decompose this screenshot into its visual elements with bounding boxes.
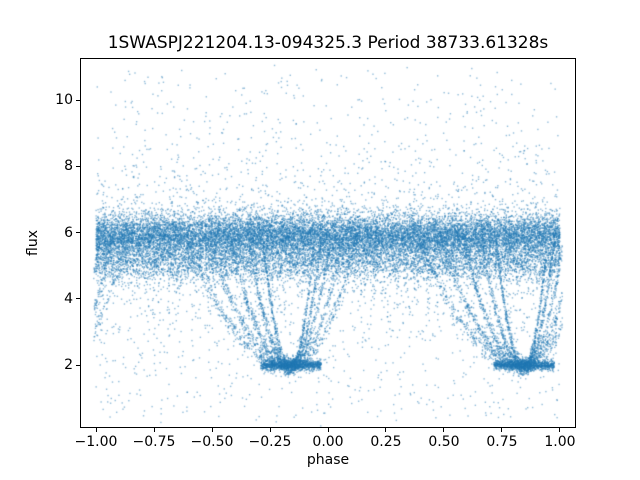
- x-tick-label: −0.75: [132, 434, 176, 450]
- x-tick: [327, 428, 329, 432]
- scatter-points-canvas: [80, 58, 576, 428]
- x-tick-label: 0.75: [486, 434, 518, 450]
- x-axis-label: phase: [306, 452, 350, 468]
- x-tick: [211, 428, 213, 432]
- y-tick: [76, 232, 80, 234]
- x-tick-label: −0.50: [190, 434, 234, 450]
- x-tick-label: 0.00: [312, 434, 344, 450]
- x-tick: [559, 428, 561, 432]
- y-tick-label: 2: [64, 357, 73, 374]
- x-tick-label: −0.25: [248, 434, 292, 450]
- y-tick-label: 10: [55, 92, 73, 109]
- y-tick: [76, 99, 80, 101]
- x-tick: [95, 428, 97, 432]
- y-tick: [76, 364, 80, 366]
- y-tick: [76, 165, 80, 167]
- x-tick: [385, 428, 387, 432]
- x-tick-label: 0.25: [370, 434, 402, 450]
- y-tick-label: 6: [64, 224, 73, 241]
- x-tick: [153, 428, 155, 432]
- x-tick-label: 1.00: [544, 434, 576, 450]
- x-tick-label: −1.00: [74, 434, 118, 450]
- plot-title: 1SWASPJ221204.13-094325.3 Period 38733.6…: [107, 33, 549, 53]
- y-tick: [76, 298, 80, 300]
- x-tick: [443, 428, 445, 432]
- x-tick: [269, 428, 271, 432]
- x-tick-label: 0.50: [428, 434, 460, 450]
- y-tick-label: 8: [64, 158, 73, 175]
- x-tick: [501, 428, 503, 432]
- y-axis-label: flux: [25, 230, 41, 256]
- y-tick-label: 4: [64, 290, 73, 307]
